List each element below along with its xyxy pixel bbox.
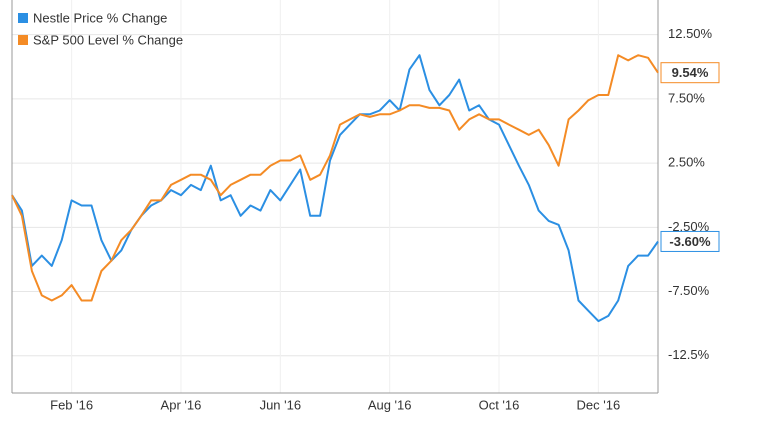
line <box>11 54 659 323</box>
end-label-box <box>660 62 720 84</box>
x-tick-label: Feb '16 <box>50 397 93 412</box>
x-tick-label: Dec '16 <box>577 397 621 412</box>
x-tick-label: Oct '16 <box>479 397 520 412</box>
y-tick-label: -7.50% <box>668 283 710 298</box>
end-label-box <box>660 230 720 252</box>
legend-swatch <box>18 35 28 45</box>
end-label: 9.54% <box>672 65 709 80</box>
y-tick-label: 12.50% <box>668 26 713 41</box>
line <box>11 54 659 302</box>
legend-label: S&P 500 Level % Change <box>33 32 183 47</box>
y-tick-label: 7.50% <box>668 90 705 105</box>
x-tick-label: Jun '16 <box>260 397 302 412</box>
x-tick-label: Apr '16 <box>161 397 202 412</box>
y-tick-label: 2.50% <box>668 155 705 170</box>
legend-label: Nestle Price % Change <box>33 10 167 25</box>
y-tick-label: -2.50% <box>668 219 710 234</box>
end-label: -3.60% <box>669 234 711 249</box>
x-tick-label: Aug '16 <box>368 397 412 412</box>
y-tick-label: -12.5% <box>668 347 710 362</box>
legend-swatch <box>18 13 28 23</box>
